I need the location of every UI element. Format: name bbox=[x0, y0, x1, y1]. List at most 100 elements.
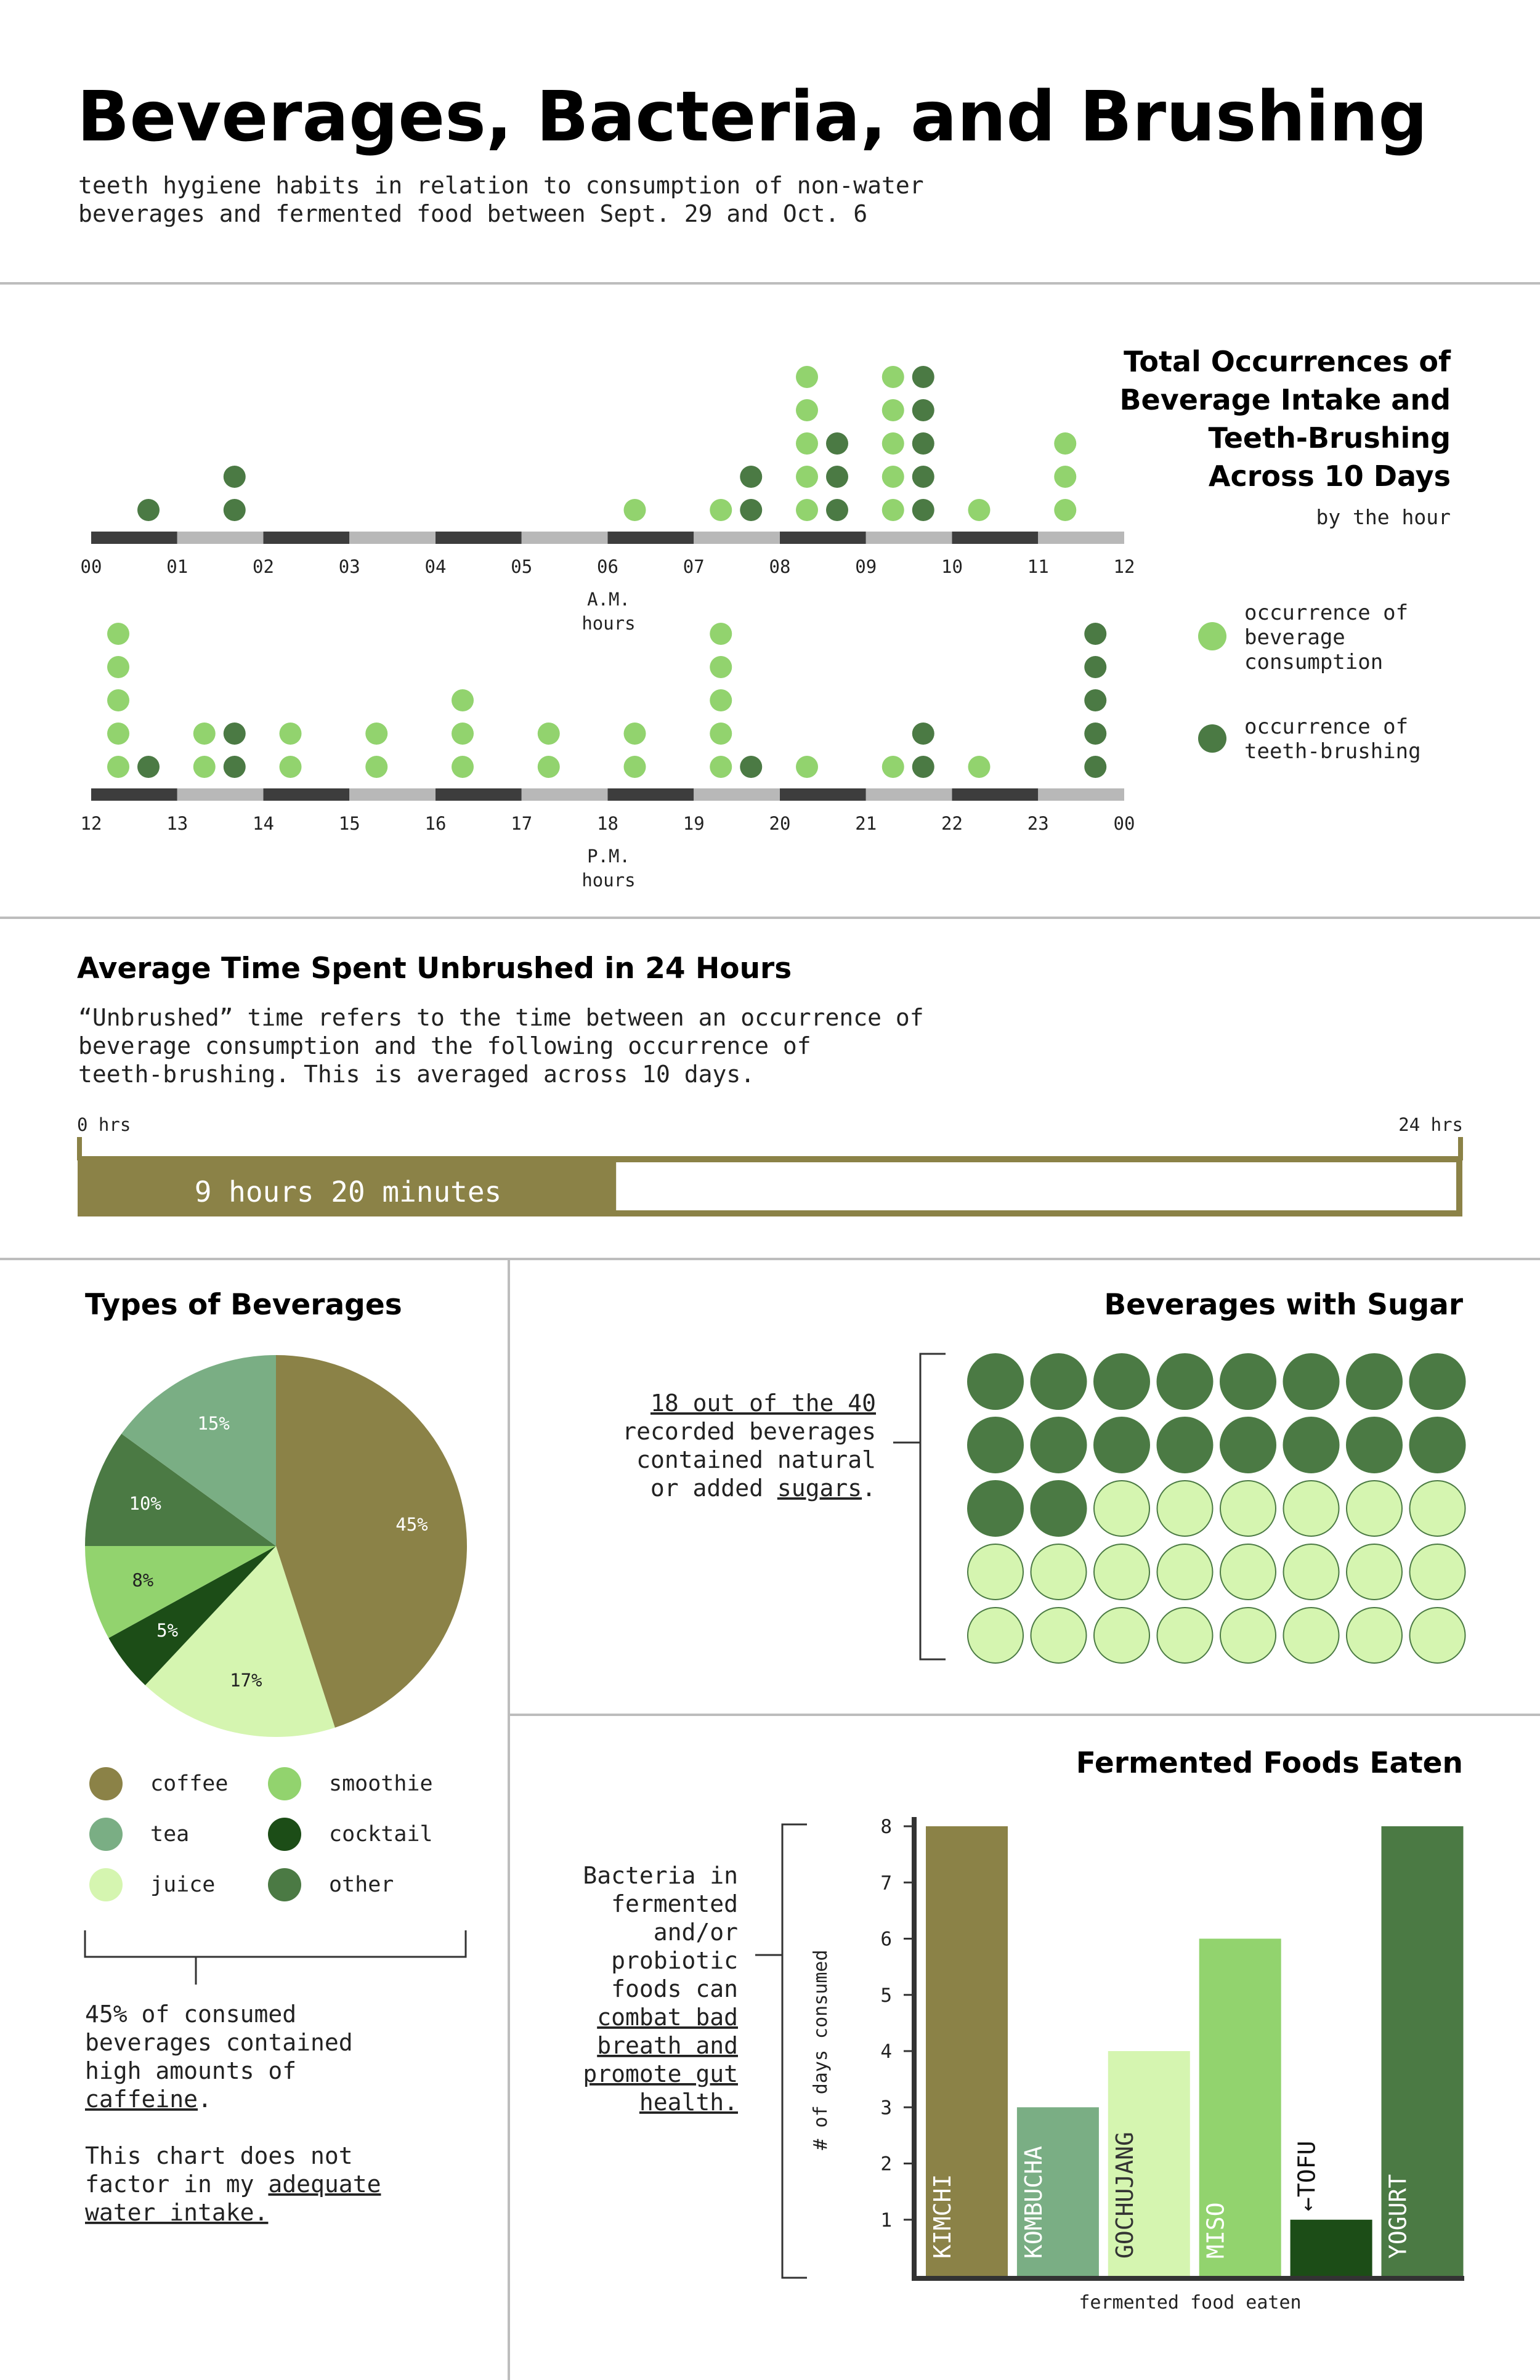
y-tick-label: 1 bbox=[880, 2209, 892, 2232]
sugar-dot-empty bbox=[1409, 1480, 1466, 1537]
fermented-note-line-part-0: health. bbox=[639, 2089, 738, 2116]
am-axis-label-2: hours bbox=[582, 613, 635, 634]
bar-label-3: MISO bbox=[1202, 2202, 1230, 2259]
pm-beverage-dot bbox=[537, 756, 560, 778]
types-note-line: beverages contained bbox=[85, 2029, 353, 2056]
am-beverage-dot bbox=[796, 499, 818, 521]
pm-beverage-dot bbox=[623, 722, 646, 745]
pie-label-juice: 17% bbox=[230, 1670, 262, 1691]
pm-tick-label: 00 bbox=[1114, 813, 1135, 834]
pm-beverage-dot bbox=[193, 756, 216, 778]
sugar-dot-filled bbox=[1409, 1417, 1466, 1473]
am-brushing-dot bbox=[137, 499, 160, 521]
sugar-dot-empty bbox=[1220, 1607, 1276, 1664]
pm-beverage-dot bbox=[710, 656, 732, 678]
pm-tick-label: 21 bbox=[855, 813, 877, 834]
pm-brushing-dot bbox=[1084, 756, 1107, 778]
legend-brushing-swatch bbox=[1198, 724, 1226, 753]
legend-label-other: other bbox=[329, 1872, 394, 1897]
pm-tick-label: 12 bbox=[81, 813, 102, 834]
fermented-note-line: promote gut bbox=[583, 2060, 738, 2087]
am-axis-segment bbox=[436, 532, 522, 544]
pm-beverage-dot bbox=[279, 756, 302, 778]
sugar-dot-empty bbox=[1093, 1544, 1150, 1600]
am-tick-label: 12 bbox=[1114, 556, 1135, 577]
pm-tick-label: 14 bbox=[253, 813, 274, 834]
fermented-note-line-part-0: fermented bbox=[611, 1890, 738, 1917]
pm-axis-segment bbox=[780, 788, 866, 801]
am-beverage-dot bbox=[881, 432, 904, 455]
sugar-dot-empty bbox=[1283, 1480, 1340, 1537]
am-dot-plot bbox=[137, 366, 1077, 521]
pm-axis-segment bbox=[91, 788, 177, 801]
sugar-dot-filled bbox=[1283, 1353, 1340, 1410]
pm-beverage-dot bbox=[107, 689, 129, 711]
am-axis-segment bbox=[521, 532, 608, 544]
bar-label-1: KOMBUCHA bbox=[1020, 2146, 1047, 2259]
fermented-title: Fermented Foods Eaten bbox=[1076, 1746, 1463, 1780]
pm-beverage-dot bbox=[107, 756, 129, 778]
am-beverage-dot bbox=[796, 366, 818, 388]
am-tick-label: 06 bbox=[597, 556, 618, 577]
am-axis-segment bbox=[694, 532, 780, 544]
pm-beverage-dot bbox=[365, 756, 388, 778]
pie-slice-coffee bbox=[276, 1355, 467, 1728]
legend-beverage-label-2: beverage bbox=[1244, 625, 1345, 650]
am-axis-segment bbox=[177, 532, 264, 544]
am-tick-label: 08 bbox=[769, 556, 791, 577]
types-bracket bbox=[84, 1930, 467, 1985]
am-brushing-dot bbox=[740, 466, 763, 488]
pm-beverage-dot bbox=[968, 756, 991, 778]
sugar-note-line-part-0: recorded beverages bbox=[622, 1418, 876, 1445]
bar-label-2: GOCHUJANG bbox=[1111, 2132, 1138, 2259]
unbrushed-title: Average Time Spent Unbrushed in 24 Hours bbox=[77, 952, 792, 986]
am-beverage-dot bbox=[881, 399, 904, 421]
fermented-note-line-part-0: Bacteria in bbox=[583, 1862, 738, 1889]
legend-label-smoothie: smoothie bbox=[329, 1771, 433, 1796]
sugar-note-line-part-0: 18 out of the 40 bbox=[650, 1390, 876, 1417]
pm-tick-label: 16 bbox=[425, 813, 447, 834]
pm-axis-segment bbox=[952, 788, 1039, 801]
types-note-line-part-0: water intake. bbox=[85, 2199, 268, 2226]
am-brushing-dot bbox=[912, 399, 934, 421]
pie-slice-juice bbox=[145, 1546, 335, 1738]
pm-brushing-dot bbox=[1084, 689, 1107, 711]
sugar-dot-empty bbox=[1283, 1607, 1340, 1664]
sugar-note-line: or added sugars. bbox=[650, 1475, 876, 1502]
sugar-note-line-part-2: . bbox=[862, 1475, 876, 1502]
am-beverage-dot bbox=[1054, 466, 1077, 488]
pm-brushing-dot bbox=[1084, 623, 1107, 645]
fermented-note-line-part-0: promote gut bbox=[583, 2060, 738, 2087]
legend-beverage-swatch bbox=[1198, 622, 1226, 650]
beverage-pie-chart: 45% 17% 5% 8% 10% 15% bbox=[85, 1355, 467, 1738]
am-axis-segment bbox=[91, 532, 177, 544]
legend-brushing-label-2: teeth-brushing bbox=[1244, 739, 1421, 764]
am-tick-label: 10 bbox=[941, 556, 963, 577]
types-note-line: factor in my adequate bbox=[85, 2171, 381, 2198]
sugar-dot-empty bbox=[1093, 1480, 1150, 1537]
types-legend: coffee smoothie tea cocktail juice other bbox=[89, 1767, 433, 1901]
pm-brushing-dot bbox=[740, 756, 763, 778]
am-brushing-dot bbox=[826, 499, 848, 521]
occurrences-title-3: Teeth-Brushing bbox=[1208, 421, 1451, 455]
am-brushing-dot bbox=[912, 499, 934, 521]
am-beverage-dot bbox=[1054, 499, 1077, 521]
sugar-note-line: recorded beverages bbox=[622, 1418, 876, 1445]
pm-axis-segment bbox=[263, 788, 350, 801]
unbrushed-desc-2: beverage consumption and the following o… bbox=[78, 1032, 811, 1059]
pm-beverage-dot bbox=[537, 722, 560, 745]
unbrushed-section: Average Time Spent Unbrushed in 24 Hours… bbox=[77, 952, 1463, 1216]
pm-beverage-dot bbox=[365, 722, 388, 745]
fermented-note-line: probiotic bbox=[611, 1947, 738, 1974]
occurrences-subtitle: by the hour bbox=[1316, 505, 1451, 529]
sugar-dot-empty bbox=[1220, 1480, 1276, 1537]
legend-label-tea: tea bbox=[150, 1822, 189, 1847]
pm-beverage-dot bbox=[279, 722, 302, 745]
sugar-dot-filled bbox=[1409, 1353, 1466, 1410]
fermented-note-line: breath and bbox=[597, 2032, 738, 2059]
types-title: Types of Beverages bbox=[85, 1288, 402, 1322]
scale-start-tick bbox=[77, 1137, 82, 1160]
legend-label-juice: juice bbox=[150, 1872, 215, 1897]
sugar-dot-empty bbox=[1283, 1544, 1340, 1600]
